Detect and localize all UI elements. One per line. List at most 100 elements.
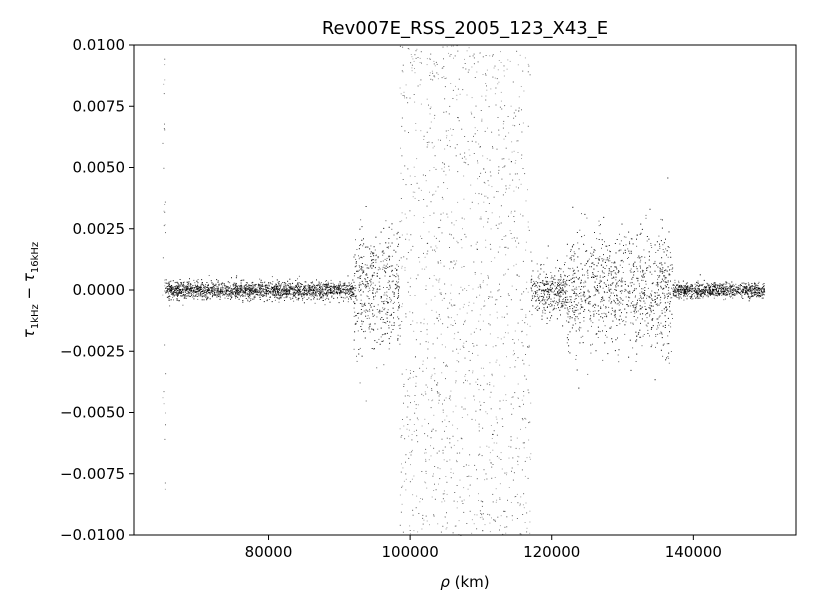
data-point xyxy=(555,308,557,310)
data-point xyxy=(485,239,487,241)
data-point xyxy=(723,299,725,301)
data-point xyxy=(504,273,506,275)
data-point xyxy=(378,338,380,340)
data-point xyxy=(538,308,540,310)
data-point xyxy=(167,291,169,293)
data-point xyxy=(658,235,660,237)
data-point xyxy=(422,370,424,372)
data-point xyxy=(534,296,535,298)
data-point xyxy=(480,404,482,406)
data-point xyxy=(345,294,346,296)
data-point xyxy=(415,382,417,384)
data-point xyxy=(164,344,166,346)
data-point xyxy=(489,333,491,335)
data-point xyxy=(177,281,178,283)
data-point xyxy=(464,136,466,137)
data-point xyxy=(402,71,404,73)
data-point xyxy=(632,322,634,324)
data-point xyxy=(555,300,557,302)
data-point xyxy=(172,296,174,298)
data-point xyxy=(478,493,479,495)
data-point xyxy=(406,390,408,392)
data-point xyxy=(200,293,202,295)
data-point xyxy=(345,291,347,293)
data-point xyxy=(266,292,268,294)
data-point xyxy=(436,337,438,339)
data-point xyxy=(515,360,517,361)
data-point xyxy=(613,276,615,278)
data-point xyxy=(615,273,617,275)
data-point xyxy=(660,271,662,272)
data-point xyxy=(659,270,661,271)
data-point xyxy=(344,282,346,284)
data-point xyxy=(521,418,523,419)
data-point xyxy=(424,418,426,420)
data-point xyxy=(409,533,411,535)
data-point xyxy=(730,296,731,298)
data-point xyxy=(464,63,466,64)
data-point xyxy=(667,289,669,291)
data-point xyxy=(495,501,497,503)
data-point xyxy=(579,326,580,328)
data-point xyxy=(488,203,490,204)
data-point xyxy=(495,345,497,347)
data-point xyxy=(360,219,362,221)
data-point xyxy=(355,298,357,299)
data-point xyxy=(505,185,507,187)
data-point xyxy=(442,403,443,405)
data-point xyxy=(510,436,512,438)
data-point xyxy=(468,47,470,49)
data-point xyxy=(287,294,289,296)
data-point xyxy=(525,288,527,290)
data-point xyxy=(526,527,528,529)
data-point xyxy=(239,289,241,291)
data-point xyxy=(374,249,376,251)
data-point xyxy=(509,230,511,232)
data-point xyxy=(444,98,446,100)
data-point xyxy=(329,289,331,291)
data-point xyxy=(759,292,761,294)
data-point xyxy=(707,283,709,285)
data-point xyxy=(412,245,414,247)
data-point xyxy=(491,296,493,298)
data-point xyxy=(444,430,445,432)
data-point xyxy=(257,286,259,288)
data-point xyxy=(425,341,427,343)
data-point xyxy=(396,238,398,240)
data-point xyxy=(221,283,223,285)
data-point xyxy=(590,352,592,354)
data-point xyxy=(436,317,438,319)
data-point xyxy=(405,369,407,371)
data-point xyxy=(413,166,415,168)
data-point xyxy=(443,399,445,401)
data-point xyxy=(571,289,573,291)
data-point xyxy=(330,279,332,281)
data-point xyxy=(734,285,735,287)
data-point xyxy=(398,281,399,283)
data-point xyxy=(528,229,530,231)
data-point xyxy=(374,284,376,286)
data-point xyxy=(163,128,165,130)
data-point xyxy=(747,282,749,284)
data-point xyxy=(401,267,403,269)
data-point xyxy=(514,173,516,175)
data-point xyxy=(635,361,637,362)
data-point xyxy=(572,267,574,269)
data-point xyxy=(723,290,724,292)
data-point xyxy=(399,324,401,326)
data-point xyxy=(473,331,475,333)
data-point xyxy=(461,500,463,502)
data-point xyxy=(436,72,438,74)
data-point xyxy=(239,284,241,286)
data-point xyxy=(457,117,459,118)
data-point xyxy=(292,293,294,295)
data-point xyxy=(185,291,186,293)
data-point xyxy=(310,292,312,294)
data-point xyxy=(667,281,669,283)
data-point xyxy=(672,294,674,296)
data-point xyxy=(481,261,483,263)
data-point xyxy=(506,472,508,474)
data-point xyxy=(391,299,392,301)
data-point xyxy=(507,268,509,270)
data-point xyxy=(366,295,368,297)
